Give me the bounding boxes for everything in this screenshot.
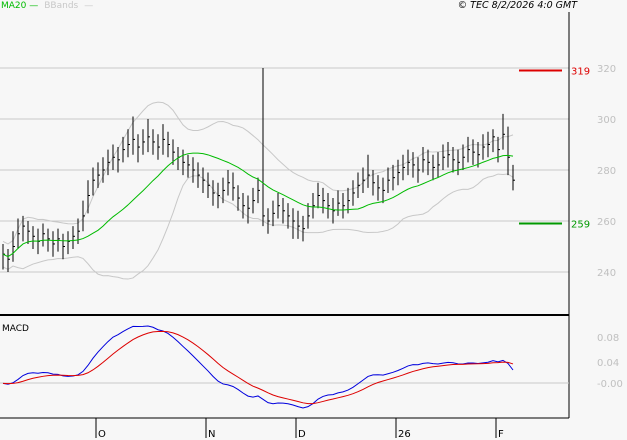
resistance-label: 319 [571,67,590,78]
macd-signal-line [2,330,514,405]
legend-ma20: MA20 [1,1,27,11]
legend-ma20-swatch: — [26,1,39,11]
legend-bbands-swatch: — [84,1,94,11]
bollinger-lower-band [2,173,514,280]
macd-y-tick-label: 0.04 [597,358,619,369]
copyright: © TEC 8/2/2026 4:0 GMT [457,0,577,11]
y-tick-label: 280 [597,166,616,177]
x-tick-label: F [498,429,504,440]
x-tick-label: 26 [398,429,411,440]
macd-title: MACD [2,324,29,334]
bollinger-upper-band [2,101,514,245]
y-tick-label: 240 [597,268,616,279]
y-tick-label: 300 [597,115,616,126]
x-tick-label: D [298,429,306,440]
y-tick-label: 320 [597,64,616,75]
legend-bbands: BBands [44,1,79,11]
ma20-line [2,152,514,258]
legend: MA20 — BBands — [1,0,93,12]
support-label: 259 [571,220,590,231]
macd-line [2,325,514,409]
y-tick-label: 260 [597,217,616,228]
x-tick-label: N [208,429,215,440]
macd-y-tick-label: -0.00 [597,379,623,390]
macd-y-tick-label: 0.08 [597,333,619,344]
x-tick-label: O [98,429,106,440]
